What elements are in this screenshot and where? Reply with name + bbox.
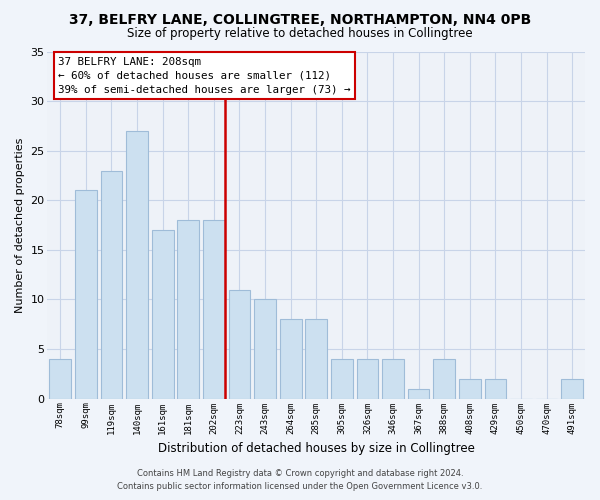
X-axis label: Distribution of detached houses by size in Collingtree: Distribution of detached houses by size … [158,442,475,455]
Bar [152,230,173,398]
Bar [203,220,225,398]
Bar [485,379,506,398]
Text: Size of property relative to detached houses in Collingtree: Size of property relative to detached ho… [127,28,473,40]
Bar [229,290,250,399]
Bar [178,220,199,398]
Y-axis label: Number of detached properties: Number of detached properties [15,138,25,313]
Bar [254,300,276,398]
Bar [382,359,404,399]
Text: 37 BELFRY LANE: 208sqm
← 60% of detached houses are smaller (112)
39% of semi-de: 37 BELFRY LANE: 208sqm ← 60% of detached… [58,56,351,94]
Bar [331,359,353,399]
Bar [408,388,430,398]
Bar [101,170,122,398]
Text: 37, BELFRY LANE, COLLINGTREE, NORTHAMPTON, NN4 0PB: 37, BELFRY LANE, COLLINGTREE, NORTHAMPTO… [69,12,531,26]
Bar [75,190,97,398]
Bar [126,131,148,398]
Text: Contains HM Land Registry data © Crown copyright and database right 2024.
Contai: Contains HM Land Registry data © Crown c… [118,470,482,491]
Bar [433,359,455,399]
Bar [562,379,583,398]
Bar [305,320,327,398]
Bar [356,359,379,399]
Bar [459,379,481,398]
Bar [280,320,302,398]
Bar [49,359,71,399]
